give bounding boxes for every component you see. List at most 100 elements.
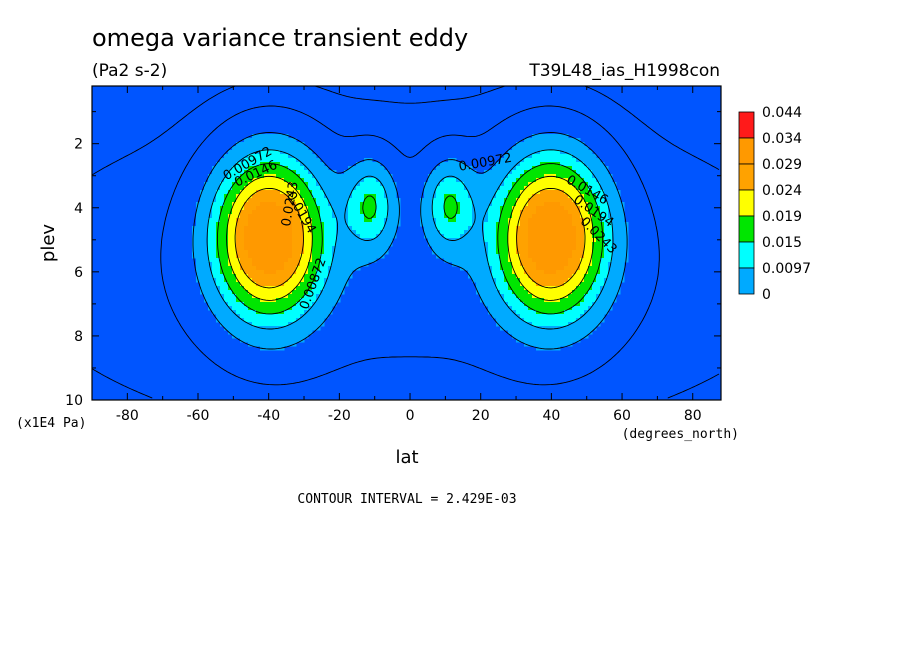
contour-cell (436, 234, 441, 239)
contour-cell (260, 206, 265, 211)
contour-cell (612, 254, 617, 259)
contour-line (216, 163, 604, 315)
contour-cell (328, 270, 333, 275)
contour-cell (552, 318, 557, 323)
contour-cell (504, 162, 509, 167)
contour-cell (244, 198, 249, 203)
contour-cell (256, 230, 261, 235)
contour-cell (492, 170, 497, 175)
contour-cell (360, 178, 365, 183)
contour-cell (424, 226, 429, 231)
contour-cell (564, 314, 569, 319)
contour-cell (356, 218, 361, 223)
contour-cell (252, 286, 257, 291)
contour-cell (532, 294, 537, 299)
contour-lines (92, 86, 720, 399)
contour-cell (308, 214, 313, 219)
contour-cell (216, 262, 221, 267)
contour-cell (260, 274, 265, 279)
contour-cell (544, 334, 549, 339)
contour-cell (384, 198, 389, 203)
contour-cell (268, 274, 273, 279)
contour-cell (304, 298, 309, 303)
contour-cell (300, 158, 305, 163)
contour-cell (548, 278, 553, 283)
contour-cell (492, 174, 497, 179)
contour-cell (212, 238, 217, 243)
contour-cell (296, 314, 301, 319)
contour-cell (572, 298, 577, 303)
contour-cell (548, 230, 553, 235)
contour-cell (488, 242, 493, 247)
contour-cell (584, 194, 589, 199)
contour-cell (260, 290, 265, 295)
contour-cell (524, 334, 529, 339)
contour-cell (532, 222, 537, 227)
contour-cell (576, 282, 581, 287)
contour-cell (612, 290, 617, 295)
contour-cell (364, 198, 369, 203)
contour-cell (572, 290, 577, 295)
contour-cell (476, 214, 481, 219)
contour-cell (580, 290, 585, 295)
contour-cell (264, 166, 269, 171)
contour-line (226, 175, 594, 301)
contour-cell (268, 310, 273, 315)
contour-cell (520, 266, 525, 271)
contour-cell (452, 258, 457, 263)
contour-cell (488, 246, 493, 251)
contour-cell (292, 138, 297, 143)
contour-cell (296, 222, 301, 227)
contour-cell (328, 306, 333, 311)
contour-cell (236, 326, 241, 331)
contour-cell (568, 146, 573, 151)
contour-cell (540, 174, 545, 179)
contour-cell (588, 154, 593, 159)
contour-cell (520, 170, 525, 175)
contour-cell (272, 242, 277, 247)
contour-cell (616, 234, 621, 239)
contour-cell (576, 298, 581, 303)
contour-cell (268, 330, 273, 335)
contour-cell (288, 270, 293, 275)
contour-cell (248, 250, 253, 255)
contour-cell (240, 146, 245, 151)
contour-cell (216, 174, 221, 179)
contour-cell (468, 246, 473, 251)
contour-cell (280, 318, 285, 323)
contour-cell (532, 242, 537, 247)
contour-cell (208, 286, 213, 291)
contour-cell (576, 190, 581, 195)
contour-cell (204, 270, 209, 275)
contour-cell (432, 238, 437, 243)
contour-cell (356, 262, 361, 267)
contour-cell (332, 202, 337, 207)
contour-cell (464, 246, 469, 251)
contour-cell (460, 238, 465, 243)
colorbar-swatch (738, 189, 755, 217)
contour-cell (424, 234, 429, 239)
contour-cell (204, 274, 209, 279)
contour-cell (540, 306, 545, 311)
contour-cell (464, 178, 469, 183)
contour-cell (296, 278, 301, 283)
contour-cell (528, 302, 533, 307)
contour-cell (320, 206, 325, 211)
contour-cell (240, 322, 245, 327)
contour-cell (528, 142, 533, 147)
contour-cell (480, 282, 485, 287)
contour-cell (476, 246, 481, 251)
contour-cell (260, 226, 265, 231)
contour-cell (464, 242, 469, 247)
contour-cell (588, 158, 593, 163)
contour-cell (368, 166, 373, 171)
contour-cell (228, 158, 233, 163)
contour-cell (576, 210, 581, 215)
contour-cell (576, 198, 581, 203)
contour-cell (276, 222, 281, 227)
contour-cell (532, 250, 537, 255)
contour-cell (576, 290, 581, 295)
contour-cell (236, 298, 241, 303)
contour-cell (604, 270, 609, 275)
